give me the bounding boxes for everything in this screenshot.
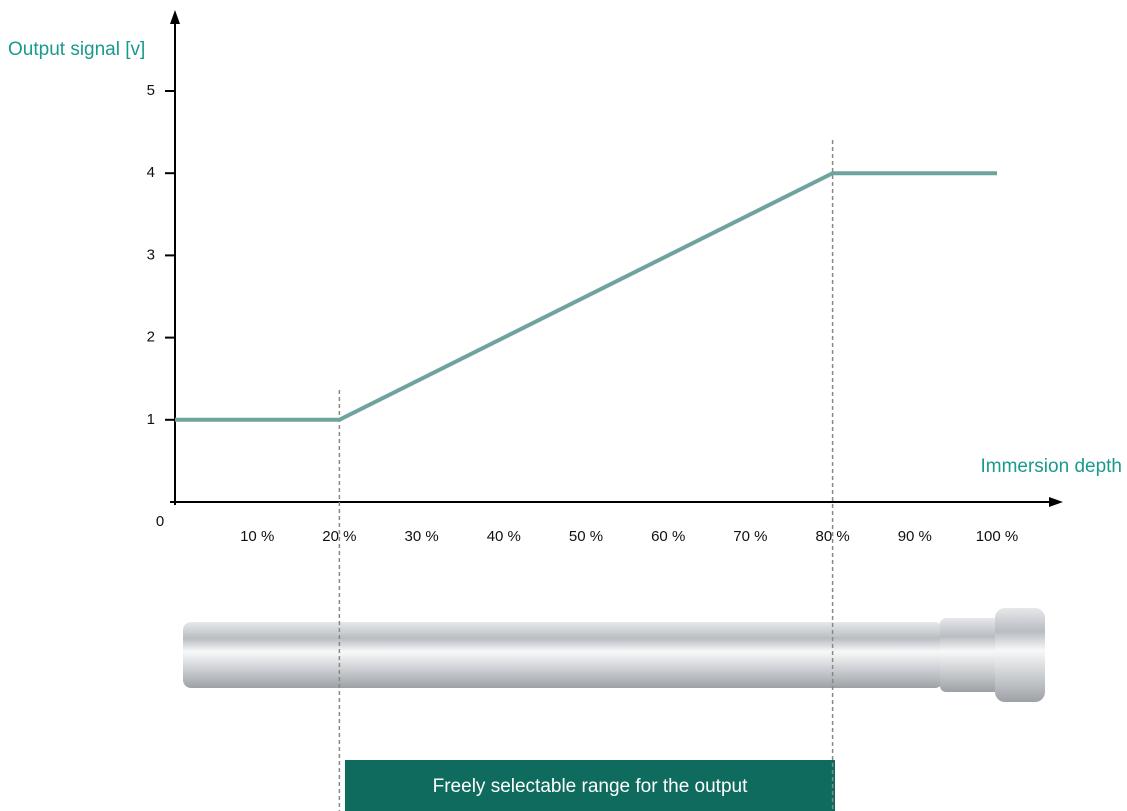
y-tick-label: 4 (147, 164, 155, 181)
y-tick-label: 3 (147, 246, 155, 263)
x-tick-label: 0 (156, 513, 164, 530)
x-tick-label: 40 % (487, 528, 521, 545)
x-tick-label: 100 % (976, 528, 1019, 545)
range-annotation: Freely selectable range for the output (433, 776, 748, 797)
y-tick-label: 1 (147, 411, 155, 428)
x-axis-arrow (1049, 497, 1063, 507)
x-tick-label: 70 % (733, 528, 767, 545)
x-tick-label: 50 % (569, 528, 603, 545)
sensor-rod (183, 608, 1045, 702)
x-tick-label: 20 % (322, 528, 356, 545)
y-axis-arrow (170, 10, 180, 24)
y-tick-label: 2 (147, 329, 155, 346)
signal-line (175, 171, 997, 422)
y-axis-label: Output signal [v] (8, 39, 145, 60)
x-tick-label: 30 % (404, 528, 438, 545)
y-tick-label: 5 (147, 82, 155, 99)
x-tick-label: 10 % (240, 528, 274, 545)
x-axis-label: Immersion depth (980, 456, 1122, 477)
x-tick-label: 60 % (651, 528, 685, 545)
x-tick-label: 90 % (898, 528, 932, 545)
range-box (345, 760, 835, 811)
x-tick-label: 80 % (815, 528, 849, 545)
